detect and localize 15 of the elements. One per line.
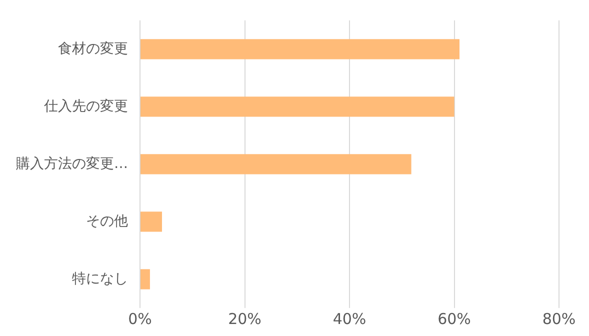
x-tick-label: 60% [438,310,471,328]
x-tick-label: 0% [128,310,152,328]
bar [140,96,454,117]
y-tick-label: 特になし [72,270,128,287]
x-tick-label: 40% [332,310,366,328]
bar [140,269,150,290]
bar [140,154,412,174]
bar [140,212,162,232]
y-tick-label: 購入方法の変更… [16,156,128,172]
bar [140,39,460,60]
y-tick-label: 仕入先の変更 [43,98,128,114]
y-tick-label: 食材の変更 [58,40,128,57]
y-tick-label: その他 [86,213,128,230]
x-tick-label: 80% [542,310,576,328]
x-tick-label: 20% [228,310,262,328]
